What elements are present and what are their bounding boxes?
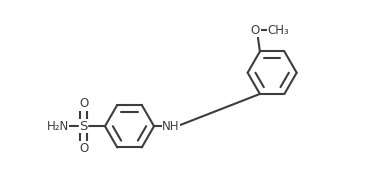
- Text: O: O: [79, 97, 88, 110]
- Text: O: O: [79, 142, 88, 155]
- Text: S: S: [79, 120, 88, 133]
- Text: CH₃: CH₃: [268, 24, 290, 37]
- Text: O: O: [251, 24, 260, 37]
- Text: NH: NH: [162, 120, 180, 133]
- Text: H₂N: H₂N: [46, 120, 69, 133]
